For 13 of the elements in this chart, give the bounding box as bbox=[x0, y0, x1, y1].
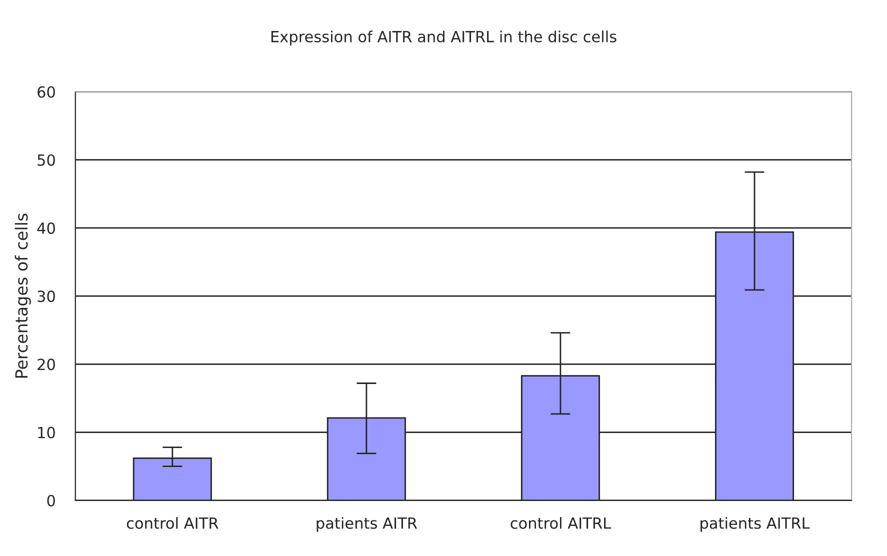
x-tick-label: control AITR bbox=[126, 517, 218, 529]
y-tick-label: 50 bbox=[38, 154, 55, 166]
y-tick-label: 30 bbox=[38, 290, 55, 302]
y-tick-label: 10 bbox=[38, 426, 55, 438]
y-tick-label: 20 bbox=[38, 358, 55, 370]
y-tick-label: 0 bbox=[47, 494, 55, 506]
x-tick-label: control AITRL bbox=[510, 517, 611, 529]
x-tick-label: patients AITR bbox=[316, 517, 418, 532]
x-tick-label: patients AITRL bbox=[700, 517, 810, 532]
chart-title: Expression of AITR and AITRL in the disc cells bbox=[271, 30, 616, 46]
y-axis-title: Percentages of cells bbox=[14, 214, 31, 378]
y-tick-label: 40 bbox=[37, 222, 55, 234]
y-tick-label: 60 bbox=[38, 86, 55, 98]
